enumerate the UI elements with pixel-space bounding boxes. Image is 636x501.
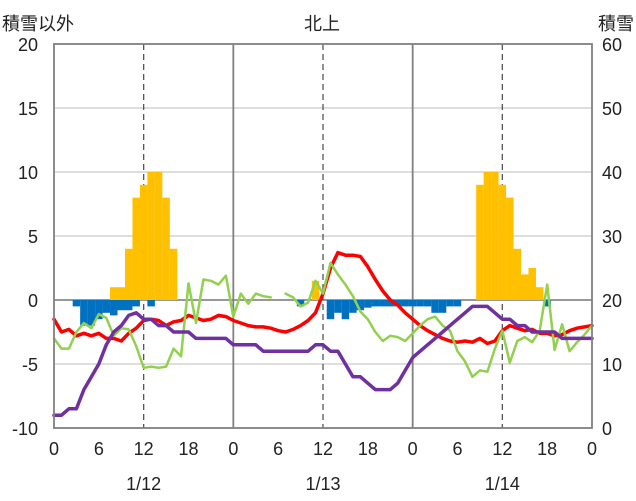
snowfall_bars-bar: [139, 184, 148, 300]
date-label: 1/13: [305, 474, 340, 494]
precip_neg_bars-bar: [371, 300, 380, 307]
x-tick-label: 18: [178, 439, 198, 459]
snowfall_bars-bar: [535, 287, 544, 300]
x-tick-label: 18: [537, 439, 557, 459]
right-y-tick-label: 50: [602, 99, 622, 119]
lines-layer: [52, 250, 594, 417]
snowfall_bars-bar: [491, 172, 499, 300]
left-axis-label: 積雪以外: [2, 14, 74, 34]
x-tick-label: 0: [49, 439, 59, 459]
precip_neg_bars-bar: [446, 300, 454, 307]
precip_neg_bars-bar: [341, 300, 350, 320]
precip_neg_bars-bar: [147, 300, 155, 307]
precip_neg_bars-bar: [453, 300, 462, 307]
x-tick-label: 12: [492, 439, 512, 459]
precip_neg_bars-bar: [349, 300, 357, 313]
green_line: [52, 261, 594, 379]
left-y-tick-label: 20: [18, 35, 38, 55]
snowfall_bars-bar: [124, 248, 133, 300]
right-y-tick-label: 10: [602, 355, 622, 375]
precip_neg_bars-bar: [110, 300, 118, 316]
precip_neg_bars-bar: [438, 300, 447, 313]
precip_neg_bars-bar: [431, 300, 439, 313]
precip_neg_bars-bar: [379, 300, 387, 307]
precip_neg_bars-bar: [124, 300, 133, 311]
precip_neg_bars-bar: [80, 300, 88, 326]
left-y-tick-label: -10: [12, 419, 38, 439]
precip_neg_bars-bar: [401, 300, 409, 307]
precip_neg_bars-bar: [543, 300, 551, 307]
left-y-tick-label: 0: [28, 291, 38, 311]
date-label: 1/12: [126, 474, 161, 494]
x-tick-label: 0: [408, 439, 418, 459]
date-label: 1/14: [485, 474, 520, 494]
snowfall_bars-bar: [147, 172, 155, 300]
x-tick-label: 12: [134, 439, 154, 459]
precip_neg_bars-bar: [72, 300, 81, 307]
precip_neg_bars-bar: [416, 300, 424, 307]
precip_neg_bars-bar: [296, 300, 305, 307]
precip_neg_bars-bar: [95, 300, 103, 320]
snowfall_bars-bar: [169, 248, 178, 300]
snowfall_bars-bar: [132, 197, 140, 300]
snowfall_bars-bar: [483, 172, 492, 300]
right-y-tick-label: 30: [602, 227, 622, 247]
snowfall_bars-bar: [498, 184, 507, 300]
precip_neg_bars-bar: [386, 300, 394, 307]
right-y-tick-label: 0: [602, 419, 612, 439]
x-tick-label: 0: [587, 439, 597, 459]
snowfall_bars-bar: [117, 287, 125, 300]
right-y-tick-label: 20: [602, 291, 622, 311]
bars-layer: [72, 172, 551, 326]
x-tick-label: 0: [228, 439, 238, 459]
x-tick-label: 6: [452, 439, 462, 459]
right-y-tick-label: 40: [602, 163, 622, 183]
snowfall_bars-bar: [154, 172, 163, 300]
x-tick-label: 6: [94, 439, 104, 459]
chart-title: 北上: [304, 14, 340, 34]
snowfall_bars-bar: [528, 268, 536, 300]
precip_neg_bars-bar: [364, 300, 372, 308]
x-tick-label: 6: [273, 439, 283, 459]
snowfall_bars-bar: [521, 274, 529, 300]
precip_neg_bars-bar: [356, 300, 365, 311]
right-axis-label: 積雪: [598, 14, 634, 34]
snowfall_bars-bar: [506, 197, 514, 300]
snowfall_bars-bar: [110, 287, 118, 300]
snowfall_bars-bar: [162, 197, 170, 300]
snowfall_bars-bar: [476, 184, 484, 300]
x-tick-label: 18: [358, 439, 378, 459]
precip_neg_bars-bar: [117, 300, 125, 311]
precip_neg_bars-bar: [102, 300, 111, 313]
precip_neg_bars-bar: [326, 300, 335, 320]
right-y-tick-label: 60: [602, 35, 622, 55]
left-y-tick-label: 15: [18, 99, 38, 119]
precip_neg_bars-bar: [87, 300, 96, 326]
left-y-tick-label: -5: [22, 355, 38, 375]
left-y-tick-label: 10: [18, 163, 38, 183]
purple_line: [52, 304, 594, 417]
snowfall_bars-bar: [311, 280, 320, 300]
precip_neg_bars-bar: [334, 300, 342, 313]
plot-frame: [53, 43, 593, 429]
snowfall_bars-bar: [513, 248, 522, 300]
left-y-tick-label: 5: [28, 227, 38, 247]
x-tick-label: 12: [313, 439, 333, 459]
precip_neg_bars-bar: [423, 300, 432, 307]
precip_neg_bars-bar: [408, 300, 417, 307]
precip_neg_bars-bar: [132, 300, 140, 307]
